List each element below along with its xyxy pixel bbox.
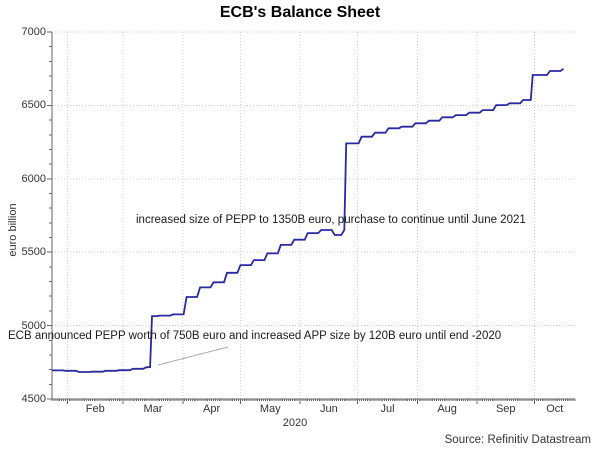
y-axis-title: euro billion <box>7 203 19 257</box>
x-month-label: Sep <box>495 403 516 415</box>
x-month-label: Jun <box>320 403 338 415</box>
y-tick-label: 4500 <box>21 393 46 405</box>
x-month-label: May <box>259 403 281 415</box>
y-tick-label: 6500 <box>21 99 46 112</box>
x-month-label: Feb <box>85 403 105 415</box>
annotation-pepp-increase: increased size of PEPP to 1350B euro, pu… <box>136 214 526 226</box>
y-tick-label: 5000 <box>21 319 46 332</box>
x-axis-year-label: 2020 <box>282 417 308 429</box>
annotation-pepp-announcement: ECB announced PEPP worth of 750B euro an… <box>8 330 502 342</box>
y-tick-label: 6000 <box>21 172 46 185</box>
source-credit: Source: Refinitiv Datastream <box>444 434 591 446</box>
x-month-label: Oct <box>546 403 564 415</box>
balance-sheet-line <box>52 67 565 373</box>
chart-title: ECB's Balance Sheet <box>219 4 381 21</box>
x-month-label: Aug <box>437 403 457 415</box>
x-month-label: Apr <box>203 403 221 415</box>
x-month-label: Jul <box>380 403 395 415</box>
x-month-label: Mar <box>143 403 163 415</box>
y-tick-label: 7000 <box>21 26 46 38</box>
y-tick-label: 5500 <box>21 246 46 259</box>
annotation-leader-line <box>157 346 229 366</box>
